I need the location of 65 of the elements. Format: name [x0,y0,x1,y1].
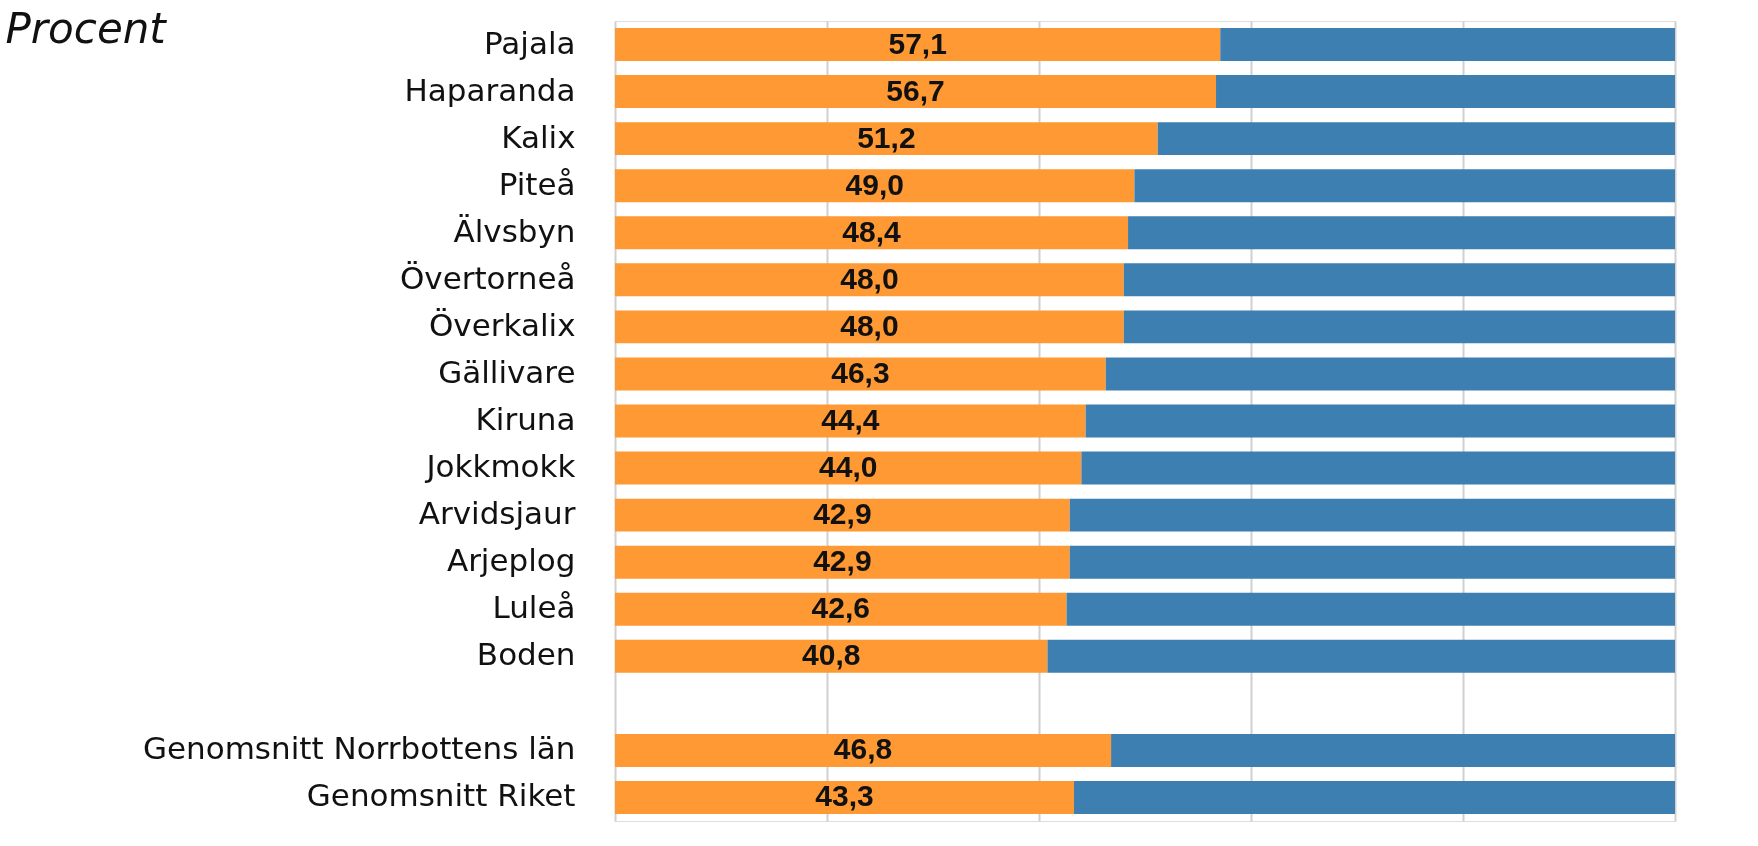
data-label: 42,6 [811,591,870,625]
data-label: 43,3 [815,779,874,813]
y-tick-label: Boden [476,636,576,673]
data-label: 57,1 [888,26,947,60]
bar [1134,169,1675,203]
bar [615,733,1112,767]
data-label: 48,4 [842,214,902,248]
y-axis-title: Procent [5,3,168,53]
bar [615,639,1048,673]
bar [615,75,1217,109]
bar [1128,216,1675,250]
y-tick-label: Gällivare [438,353,576,390]
bar [1069,498,1675,532]
bar [1216,75,1675,109]
bar [615,122,1158,156]
bar [615,216,1129,250]
y-tick-label: Kalix [501,118,576,155]
y-tick-label: Genomsnitt Norrbottens län [142,730,576,767]
data-label: 48,0 [840,261,899,295]
bar [615,357,1106,391]
data-label: 56,7 [886,73,945,107]
bar [1220,28,1675,61]
y-tick-label: Kiruna [475,401,576,437]
y-tick-label: Genomsnitt Riket [306,777,576,814]
bar [1066,592,1675,626]
bar [615,169,1135,203]
bar [615,592,1067,626]
bar [1073,781,1675,814]
y-tick-label: Haparanda [404,71,576,108]
y-tick-label: Arjeplog [446,542,576,579]
data-label: 48,0 [840,308,899,342]
data-label: 44,4 [821,403,880,436]
bar [615,263,1124,297]
y-tick-label: Jokkmokk [424,448,576,485]
y-tick-label: Övertorneå [399,259,576,296]
bar [1123,310,1675,344]
bar [615,28,1221,61]
bar [615,310,1124,344]
data-label: 42,9 [813,544,872,578]
data-label: 51,2 [857,120,916,154]
y-tick-label: Överkalix [428,306,576,343]
bar [1111,733,1675,767]
data-label: 44,0 [819,450,878,484]
data-label: 49,0 [845,167,904,201]
y-tick-label: Luleå [492,589,576,626]
bar [1157,122,1675,156]
bar [615,545,1070,579]
bar [1123,263,1675,297]
y-tick-label: Piteå [498,165,576,202]
y-tick-label: Arvidsjaur [418,495,576,532]
data-label: 40,8 [802,638,861,672]
data-label: 46,8 [833,732,893,766]
data-label: 46,3 [831,355,890,389]
bar [1081,451,1675,485]
data-label: 42,9 [813,497,872,531]
bar [1047,639,1675,673]
bar [615,451,1082,485]
y-tick-label: Pajala [483,24,576,61]
bar [1085,404,1675,438]
bar [615,498,1070,532]
bar [615,404,1086,438]
bar [1069,545,1675,579]
bar [1105,357,1675,391]
y-tick-label: Älvsbyn [453,212,576,249]
bar [615,781,1074,814]
